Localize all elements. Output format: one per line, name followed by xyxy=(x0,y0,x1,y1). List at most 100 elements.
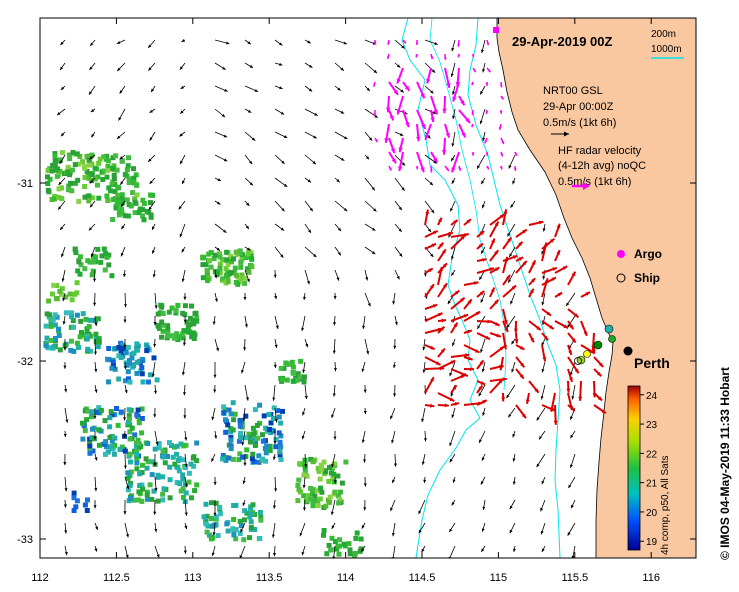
hf-arrow-head xyxy=(501,397,506,402)
radar-arrow-head xyxy=(420,167,425,173)
sst-pixel xyxy=(308,485,314,491)
radar-arrow-head xyxy=(415,166,419,170)
sst-pixel xyxy=(122,213,128,219)
model-arrow-head xyxy=(366,87,370,92)
sst-pixel xyxy=(248,519,254,525)
sst-pixel xyxy=(110,217,116,222)
hf-arrow-head xyxy=(453,322,458,328)
sst-pixel xyxy=(176,333,182,339)
hf-arrow-head xyxy=(534,388,539,393)
radar-arrow-head xyxy=(415,42,419,45)
sst-pixel xyxy=(204,529,210,535)
sst-pixel xyxy=(105,356,111,362)
sst-pixel xyxy=(223,457,229,463)
model-arrow-head xyxy=(153,414,157,418)
model-arrow-head xyxy=(211,552,215,556)
sst-pixel xyxy=(318,462,324,468)
model-arrow-head xyxy=(431,209,435,214)
sst-pixel xyxy=(56,326,61,332)
sst-pixel xyxy=(217,251,222,257)
model-arrow-head xyxy=(418,529,422,534)
hf-arrow-head xyxy=(556,223,561,229)
hf-arrow-head xyxy=(503,319,508,325)
sst-pixel xyxy=(106,185,112,191)
sst-pixel xyxy=(122,172,128,178)
hf-arrow-head xyxy=(578,396,583,401)
sst-pixel xyxy=(358,546,364,552)
sst-pixel xyxy=(143,456,149,462)
hf-arrow-head xyxy=(439,266,443,272)
sst-pixel xyxy=(291,370,297,376)
sst-pixel xyxy=(74,290,80,296)
hf-arrow-head xyxy=(544,278,549,283)
sst-pixel xyxy=(228,411,234,417)
model-arrow-head xyxy=(367,303,371,307)
model-arrow-head xyxy=(303,296,306,300)
hf-arrow-head xyxy=(494,221,499,227)
model-arrow-head xyxy=(184,463,188,468)
radar-arrow-head xyxy=(500,153,503,157)
sst-pixel xyxy=(301,493,307,499)
hf-arrow-head xyxy=(466,219,471,224)
sst-pixel xyxy=(214,272,220,278)
model-arrow-head xyxy=(156,554,160,558)
sst-pixel xyxy=(337,489,343,495)
model-arrow-head xyxy=(214,298,218,302)
sst-pixel xyxy=(215,533,221,538)
model-arrow-head xyxy=(333,368,337,372)
x-tick-label: 115 xyxy=(490,572,508,584)
sst-pixel xyxy=(284,377,290,383)
sst-pixel xyxy=(125,470,131,476)
sst-pixel xyxy=(246,431,252,437)
sst-pixel xyxy=(224,249,230,255)
model-arrow-head xyxy=(421,418,425,423)
model-arrow-head xyxy=(61,278,65,282)
sst-pixel xyxy=(82,428,88,434)
legend-200m: 200m xyxy=(651,29,676,40)
radar-arrow-head xyxy=(390,148,395,154)
hf-arrow-head xyxy=(430,345,435,350)
model-arrow-head xyxy=(536,463,540,468)
model-arrow-head xyxy=(433,160,437,164)
sst-pixel xyxy=(127,451,133,457)
model-arrow-head xyxy=(89,180,94,184)
radar-arrow-head xyxy=(471,152,475,156)
model-arrow-head xyxy=(451,143,455,147)
radar-arrow-head xyxy=(486,42,489,46)
colorbar-tick-label: 20 xyxy=(646,508,658,519)
sst-pixel xyxy=(101,154,107,160)
model-arrow-head xyxy=(427,228,431,232)
model-arrow-head xyxy=(510,300,513,305)
model-arrow-head xyxy=(570,416,573,420)
sst-pixel xyxy=(131,363,137,369)
sst-pixel xyxy=(160,311,166,316)
sst-pixel xyxy=(97,442,102,448)
model-arrow-head xyxy=(540,530,544,535)
sst-pixel xyxy=(297,374,303,380)
sst-pixel xyxy=(239,272,245,278)
sst-pixel xyxy=(134,449,140,455)
sst-pixel xyxy=(238,523,244,529)
sst-pixel xyxy=(336,500,342,506)
model-arrow-head xyxy=(123,417,127,421)
sst-pixel xyxy=(208,264,214,270)
sst-pixel xyxy=(223,429,229,435)
model-arrow-head xyxy=(309,207,313,212)
radar-arrow-head xyxy=(430,169,433,173)
sst-pixel xyxy=(145,496,151,502)
sst-pixel xyxy=(147,482,153,488)
model-arrow-head xyxy=(64,488,68,492)
model-arrow-head xyxy=(540,396,544,400)
sst-pixel xyxy=(52,153,58,159)
sst-pixel xyxy=(290,364,296,370)
sst-pixel xyxy=(73,504,79,510)
sst-pixel xyxy=(242,508,248,514)
credit-text: © IMOS 04-May-2019 11:33 Hobart xyxy=(718,367,732,560)
hf-arrow-head xyxy=(513,328,518,333)
model-arrow-head xyxy=(224,88,228,92)
sst-pixel xyxy=(57,288,63,294)
sst-pixel xyxy=(57,347,63,353)
sst-pixel xyxy=(69,310,74,316)
sst-pixel xyxy=(148,372,153,378)
sst-pixel xyxy=(101,168,107,174)
